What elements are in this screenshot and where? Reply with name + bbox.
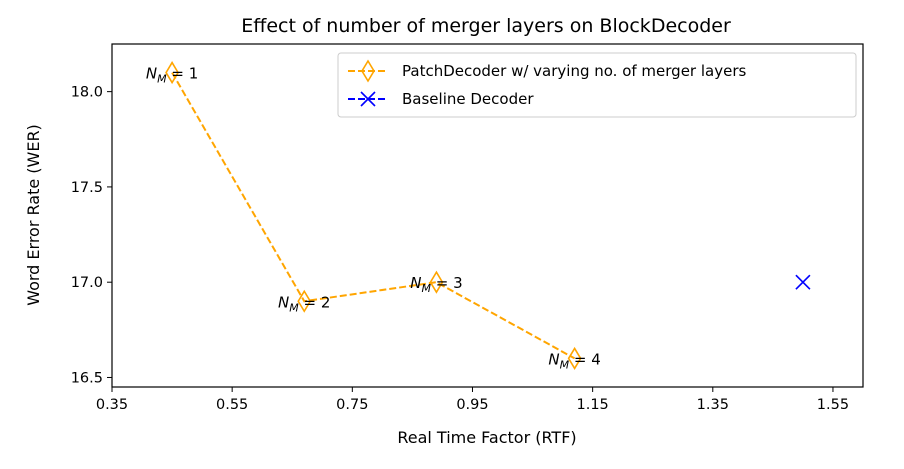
y-tick-label: 18.0 (71, 85, 103, 101)
y-tick-label: 17.5 (71, 180, 103, 196)
legend-box (337, 52, 857, 118)
x-tick-label: 1.35 (697, 397, 729, 413)
x-tick-label: 0.95 (456, 397, 488, 413)
y-axis: 16.5 17.0 17.5 18.0 (71, 85, 112, 386)
data-point-label: NM = 1 (146, 65, 198, 86)
x-tick-label: 0.35 (96, 397, 128, 413)
legend-marker (360, 91, 376, 107)
y-tick-label: 17.0 (71, 275, 103, 291)
legend-entry: PatchDecoder w/ varying no. of merger la… (348, 59, 746, 83)
x-tick-label: 0.75 (336, 397, 368, 413)
legend: PatchDecoder w/ varying no. of merger la… (337, 52, 857, 118)
legend-label: Baseline Decoder (402, 90, 534, 108)
x-tick-label: 0.55 (216, 397, 248, 413)
x-tick-label: 1.55 (817, 397, 849, 413)
data-point-marker (165, 61, 180, 85)
chart-title: Effect of number of merger layers on Blo… (241, 15, 731, 37)
series-line (171, 72, 576, 360)
legend-entry: Baseline Decoder (348, 90, 534, 108)
data-point-marker (567, 346, 582, 370)
data-point-marker (429, 270, 444, 294)
x-tick-label: 1.15 (576, 397, 608, 413)
data-point-marker (297, 289, 312, 313)
plot-frame (111, 43, 864, 388)
data-point-label: NM = 2 (278, 293, 330, 314)
x-axis-label: Real Time Factor (RTF) (397, 428, 576, 447)
data-point-label: NM = 4 (548, 350, 600, 371)
legend-marker (361, 59, 375, 83)
y-tick-label: 16.5 (71, 370, 103, 386)
data-point-marker (795, 274, 811, 290)
plot-area: NM = 1 NM = 2 NM = 3 NM = 4 (146, 61, 811, 371)
x-axis: 0.35 0.55 0.75 0.95 1.15 1.35 1.55 (96, 387, 849, 413)
data-point-label: NM = 3 (410, 274, 462, 295)
y-axis-label: Word Error Rate (WER) (24, 124, 43, 306)
legend-label: PatchDecoder w/ varying no. of merger la… (402, 62, 746, 80)
